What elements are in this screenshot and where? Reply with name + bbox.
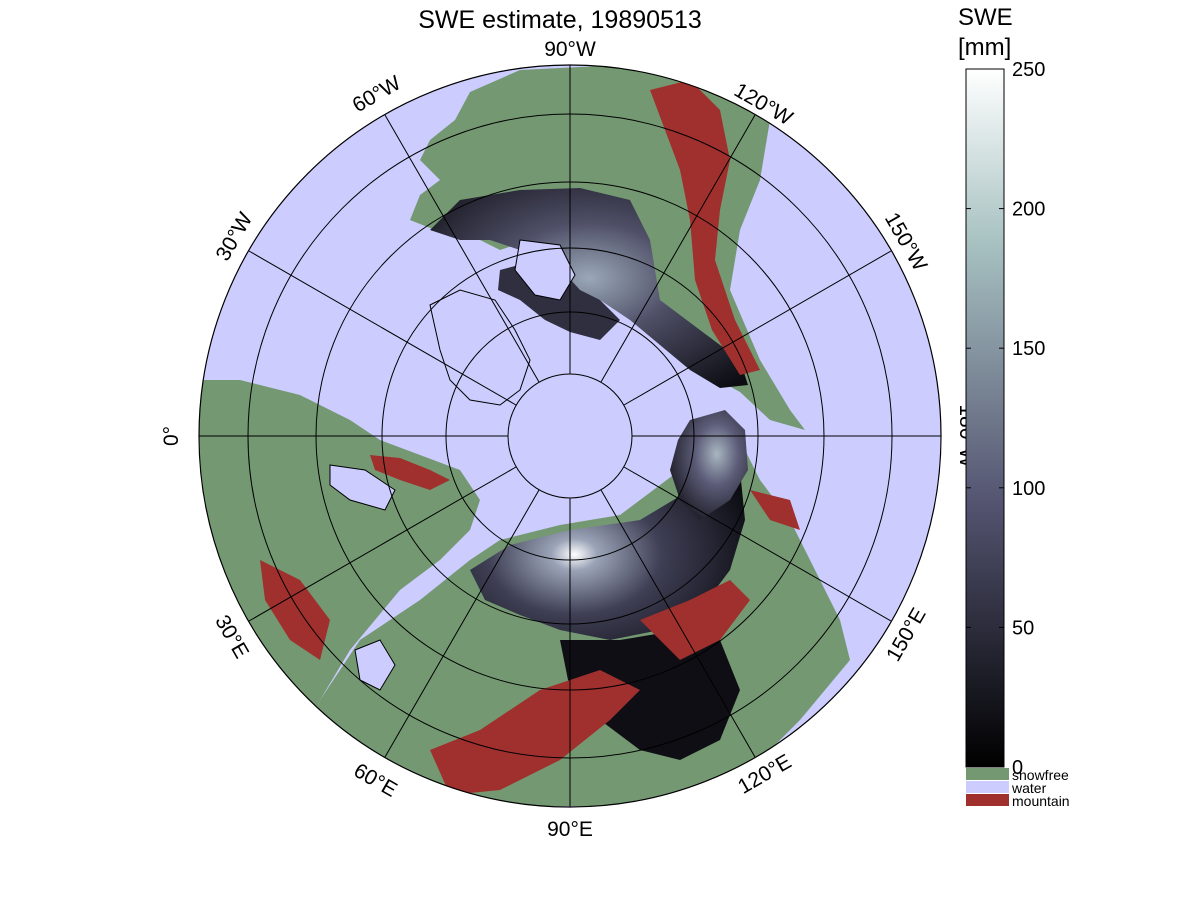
water-baltic (329, 464, 396, 511)
snowcover-east-siberia (670, 410, 748, 520)
meridians (199, 65, 941, 807)
mountains-europe (260, 560, 330, 660)
mountains-kamchatka (750, 490, 800, 530)
map-title: SWE estimate, 19890513 (418, 6, 702, 34)
colorbar-tick-label: 100 (1012, 478, 1045, 500)
legend-swatch-snowfree (966, 768, 1009, 780)
lon-label-60e: 60°E (350, 759, 401, 802)
snowcover-far-east (560, 630, 740, 760)
colorbar: SWE [mm] 0 50 100 150 200 250 (958, 4, 1045, 779)
snowcover-siberia (470, 450, 745, 640)
legend-label-water: water (1011, 780, 1047, 796)
lon-label-90e: 90°E (547, 818, 593, 841)
colorbar-title-line1: SWE (958, 4, 1013, 31)
mountains-scandinavia (370, 455, 450, 490)
colorbar-tick-label: 200 (1012, 199, 1045, 221)
colorbar-tick-label: 150 (1012, 338, 1045, 360)
water-hudson-bay (514, 239, 576, 301)
colorbar-tick-label: 250 (1012, 59, 1045, 81)
legend-swatch-mountain (966, 794, 1009, 806)
colorbar-ticks: 0 50 100 150 200 250 (966, 59, 1045, 779)
snowcover-north-america (430, 188, 748, 388)
mountains-central-asia (430, 670, 640, 795)
category-legend: snowfree water mountain (966, 767, 1070, 809)
mountains-rockies (650, 80, 760, 375)
landmass-greenland (429, 289, 531, 406)
legend-label-mountain: mountain (1012, 793, 1070, 809)
map-disk (198, 64, 942, 808)
lon-label-90w: 90°W (544, 38, 596, 61)
colorbar-title-line2: [mm] (958, 34, 1011, 61)
mountains-east-asia (640, 580, 750, 660)
colorbar-tick-label: 0 (1012, 757, 1023, 779)
water-caspian (354, 639, 396, 691)
map-boundary (198, 64, 942, 808)
colorbar-tick-label: 50 (1012, 617, 1034, 639)
legend-label-snowfree: snowfree (1012, 767, 1069, 783)
colorbar-gradient (965, 68, 1005, 768)
legend-swatch-water (966, 781, 1009, 793)
lon-label-0: 0° (160, 426, 183, 446)
